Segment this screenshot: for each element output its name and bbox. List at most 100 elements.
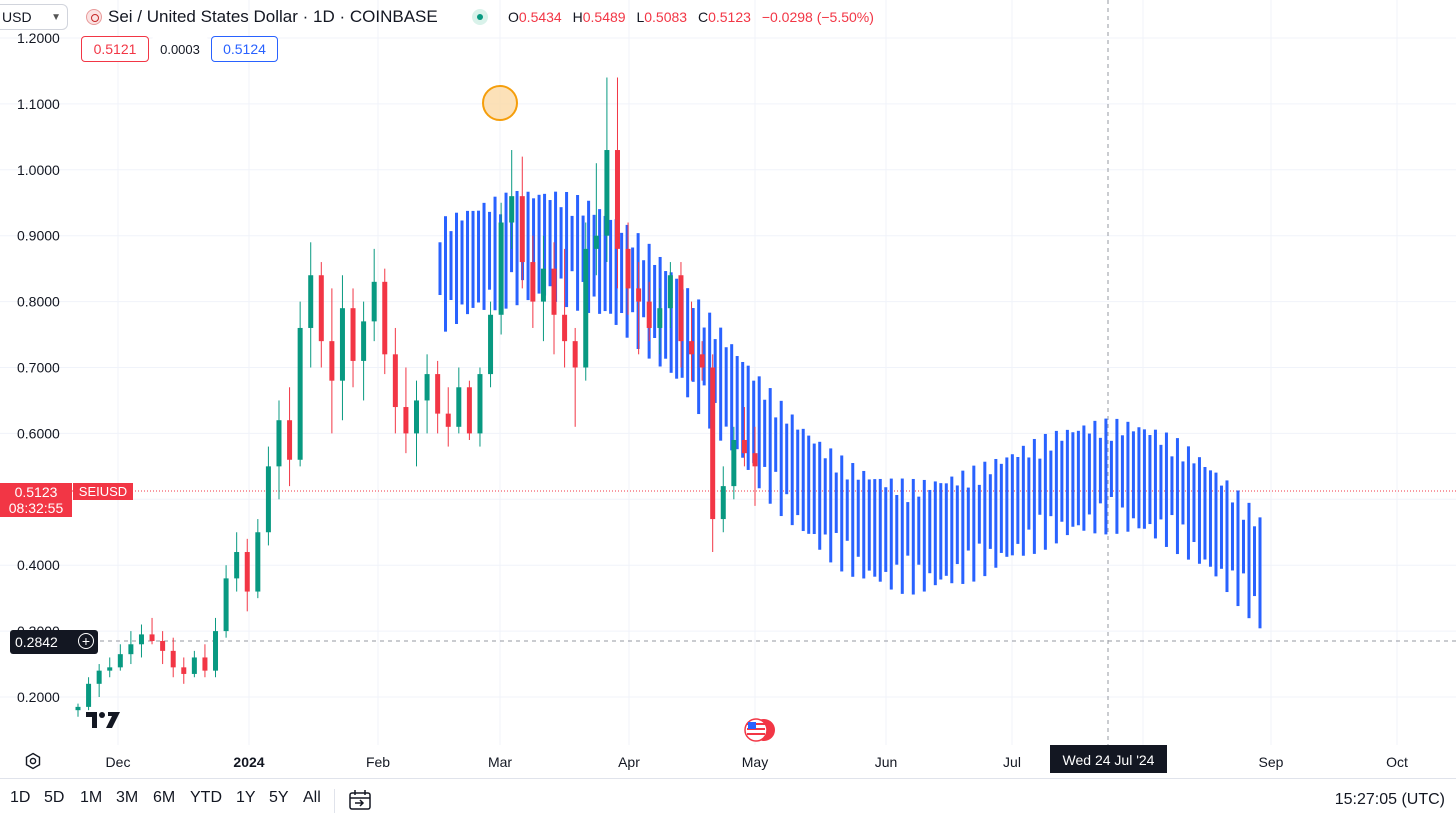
projection-bar: [1225, 480, 1229, 593]
crosshair-date-tag: Wed 24 Jul '24: [1050, 745, 1167, 773]
projection-bar: [1093, 420, 1097, 534]
range-3m-button[interactable]: 3M: [116, 789, 139, 806]
projection-bar: [895, 494, 899, 565]
projection-bar: [554, 191, 558, 302]
candle-body: [731, 439, 737, 487]
projection-bar: [1038, 458, 1042, 515]
projection-bar: [1104, 418, 1108, 535]
chart-canvas[interactable]: 0.20000.30000.40000.50000.60000.70000.80…: [0, 0, 1456, 778]
utc-clock[interactable]: 15:27:05 (UTC): [1334, 791, 1445, 808]
candle-body: [720, 486, 726, 520]
projection-bar: [1060, 440, 1064, 522]
projection-bar: [851, 463, 855, 577]
range-ytd-button[interactable]: YTD: [190, 789, 222, 806]
crosshair-price-value: 0.2842: [15, 634, 58, 650]
change-value: −0.0298 (−5.50%): [761, 9, 874, 25]
projection-bar: [1153, 429, 1157, 539]
projection-bar: [1109, 440, 1113, 498]
projection-bar: [774, 417, 778, 472]
projection-bar: [1241, 519, 1245, 574]
candles: [75, 77, 758, 717]
projection-bar: [1115, 418, 1119, 534]
projection-bar: [460, 220, 464, 305]
range-5d-button[interactable]: 5D: [44, 789, 65, 806]
candle-body: [488, 314, 494, 375]
crosshair-price-tag: 0.2842 +: [10, 630, 98, 654]
spread-value: 0.0003: [152, 36, 208, 62]
us-flag-icon[interactable]: [744, 718, 776, 742]
range-6m-button[interactable]: 6M: [153, 789, 176, 806]
projection-bar: [532, 198, 536, 289]
projection-bar: [856, 479, 860, 557]
projection-bar: [862, 470, 866, 579]
projection-bar: [1043, 433, 1047, 550]
projection-bar: [559, 207, 563, 279]
candle-body: [265, 466, 271, 533]
projection-bar: [504, 192, 508, 309]
buy-button[interactable]: 0.5124: [211, 36, 278, 62]
symbol-title[interactable]: Sei / United States Dollar · 1D · COINBA…: [108, 7, 438, 26]
projection-bar: [840, 455, 844, 572]
projection-bar: [1159, 444, 1163, 520]
bottom-toolbar: 1D 5D 1M 3M 6M YTD 1Y 5Y All 15:27:05 (U…: [0, 778, 1456, 823]
y-tick-label: 1.0000: [17, 162, 60, 178]
candle-body: [361, 321, 367, 361]
projection-bar: [477, 210, 481, 303]
projection-bar: [1032, 438, 1036, 554]
close-key: C: [697, 9, 709, 25]
candle-body: [445, 413, 451, 427]
x-tick-label: Apr: [618, 754, 640, 770]
range-1d-button[interactable]: 1D: [10, 789, 31, 806]
projection-bar: [823, 458, 827, 535]
candle-body: [540, 268, 546, 302]
projection-bar: [1054, 430, 1058, 544]
candle-body: [519, 196, 525, 263]
range-1m-button[interactable]: 1M: [80, 789, 103, 806]
projection-bar: [917, 496, 921, 565]
chart-grid: [0, 0, 1456, 745]
projection-bar: [983, 461, 987, 577]
candle-body: [667, 275, 673, 309]
candle-body: [107, 667, 113, 671]
tradingview-logo[interactable]: [86, 710, 120, 736]
projection-bar: [966, 487, 970, 551]
projection-bar: [977, 484, 981, 544]
projection-bar: [1010, 454, 1014, 556]
projection-bar: [906, 502, 910, 556]
low-key: L: [636, 9, 645, 25]
projection-bar: [752, 380, 756, 464]
projection-bar: [1148, 435, 1152, 525]
toolbar-divider: [334, 789, 335, 813]
projection-bar: [950, 476, 954, 584]
projection-bar: [1021, 445, 1025, 556]
projection-bar: [944, 483, 948, 576]
candle-body: [403, 407, 409, 434]
currency-selector[interactable]: USD ▼: [0, 4, 68, 30]
y-tick-label: 1.2000: [17, 30, 60, 46]
range-1y-button[interactable]: 1Y: [236, 789, 256, 806]
projection-bar: [438, 242, 442, 296]
projection-bar: [1131, 431, 1135, 519]
x-tick-label: Oct: [1386, 754, 1408, 770]
x-tick-label: 2024: [233, 754, 264, 770]
projection-bar: [664, 271, 668, 359]
settings-gear-icon[interactable]: [24, 752, 42, 770]
range-5y-button[interactable]: 5Y: [269, 789, 289, 806]
candle-body: [583, 248, 589, 368]
candle-body: [657, 308, 663, 328]
projection-bar: [796, 429, 800, 516]
projection-bar: [873, 479, 877, 577]
projection-bar: [1208, 470, 1212, 567]
projection-bar: [449, 231, 453, 301]
range-all-button[interactable]: All: [303, 789, 321, 806]
date-range-icon[interactable]: [348, 789, 372, 811]
sell-button[interactable]: 0.5121: [81, 36, 149, 62]
high-value: 0.5489: [582, 9, 626, 25]
y-tick-label: 0.8000: [17, 294, 60, 310]
x-tick-label: May: [742, 754, 768, 770]
projection-bar: [543, 193, 547, 296]
candle-body: [382, 281, 388, 355]
projection-bar: [779, 400, 783, 517]
projection-bar: [675, 278, 679, 379]
crosshair-plus-icon[interactable]: +: [78, 633, 94, 649]
